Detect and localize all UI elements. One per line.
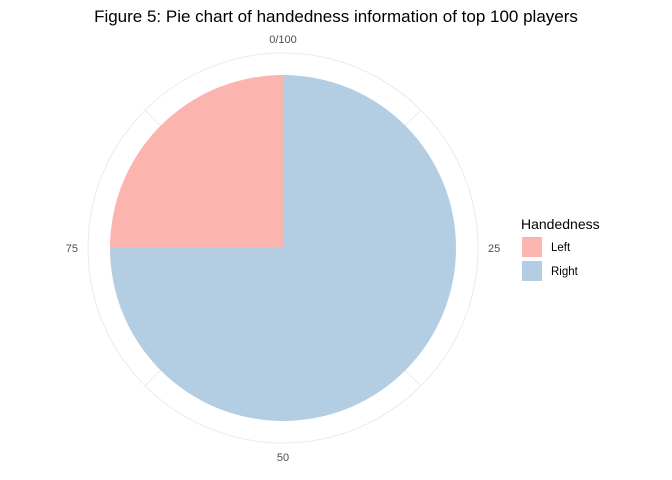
pie-slice-right bbox=[110, 75, 456, 421]
chart-title: Figure 5: Pie chart of handedness inform… bbox=[94, 7, 578, 26]
legend: Handedness Left Right bbox=[521, 216, 600, 281]
legend-label-right: Right bbox=[551, 266, 579, 278]
grid-circle bbox=[87, 52, 479, 444]
angle-tick-label: 50 bbox=[277, 452, 289, 464]
legend-key-right bbox=[522, 261, 542, 281]
legend-label-left: Left bbox=[551, 242, 571, 254]
pie-slice-left bbox=[110, 75, 283, 248]
pie-slices bbox=[110, 75, 456, 421]
legend-title: Handedness bbox=[521, 216, 600, 232]
angle-tick-label: 0/100 bbox=[269, 34, 297, 46]
angle-tick-label: 75 bbox=[66, 243, 78, 255]
angle-tick-labels: 0/100 25 50 75 bbox=[66, 34, 501, 464]
angle-tick-label: 25 bbox=[488, 243, 500, 255]
legend-key-left bbox=[522, 237, 542, 257]
